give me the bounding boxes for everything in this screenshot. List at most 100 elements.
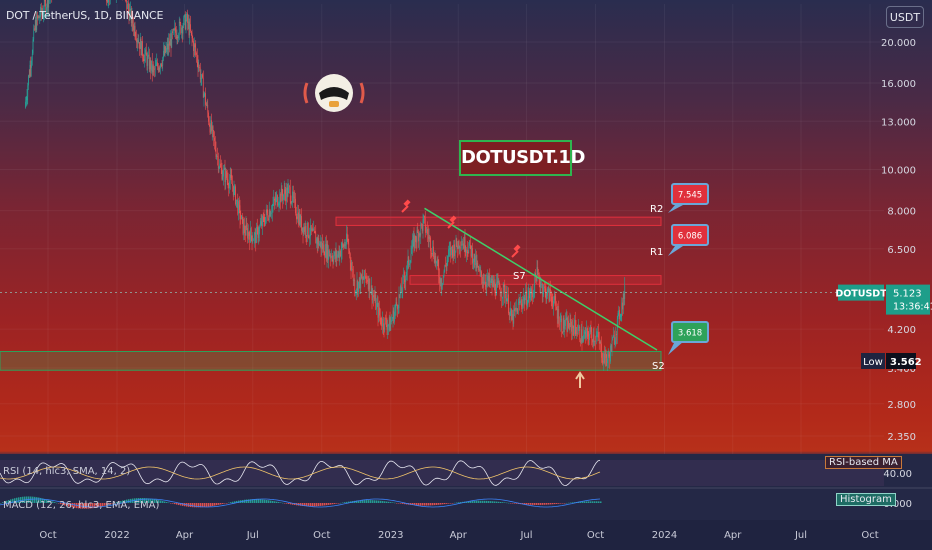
macd-histogram-bar bbox=[228, 502, 230, 504]
candle-body bbox=[599, 342, 601, 344]
macd-histogram-bar bbox=[422, 503, 424, 506]
candle bbox=[611, 334, 613, 357]
candle-body bbox=[573, 328, 575, 335]
macd-histogram-bar bbox=[124, 500, 126, 503]
candle bbox=[315, 225, 317, 244]
candle bbox=[326, 240, 328, 268]
candle-body bbox=[381, 324, 383, 327]
candle bbox=[270, 210, 272, 217]
candle-body bbox=[270, 213, 272, 217]
macd-histogram-bar bbox=[438, 503, 440, 505]
candle-body bbox=[194, 44, 196, 48]
candle-body bbox=[265, 217, 266, 225]
macd-histogram-bar bbox=[384, 501, 386, 503]
candle-body bbox=[207, 104, 209, 113]
candle-body bbox=[144, 54, 146, 62]
candle-body bbox=[428, 236, 430, 239]
rsi-legend[interactable]: RSI-based MA bbox=[825, 456, 902, 469]
time-tick: Oct bbox=[587, 530, 604, 541]
candle bbox=[291, 200, 293, 206]
candle-body bbox=[594, 340, 596, 342]
candle bbox=[259, 224, 260, 242]
candle bbox=[586, 320, 587, 341]
candle bbox=[418, 231, 420, 251]
candle-body bbox=[132, 14, 134, 25]
macd-histogram-bar bbox=[152, 498, 154, 503]
candle-body bbox=[301, 227, 303, 231]
candle-body bbox=[220, 163, 221, 168]
macd-legend[interactable]: Histogram bbox=[836, 493, 896, 506]
candle bbox=[403, 270, 405, 289]
currency-button[interactable]: USDT bbox=[886, 6, 924, 28]
candle-body bbox=[429, 236, 431, 238]
macd-histogram-bar bbox=[566, 502, 568, 504]
candle-body bbox=[325, 244, 326, 258]
macd-histogram-bar bbox=[246, 499, 248, 503]
candle bbox=[524, 292, 526, 305]
candle-body bbox=[241, 215, 243, 217]
time-tick: 2022 bbox=[104, 530, 129, 541]
candle bbox=[598, 323, 599, 341]
candle-body bbox=[273, 198, 275, 204]
macd-label[interactable]: MACD (12, 26, hlc3, EMA, EMA) bbox=[3, 500, 160, 511]
rsi-label[interactable]: RSI (14, hlc3, SMA, 14, 2) bbox=[3, 466, 131, 477]
macd-histogram-bar bbox=[108, 503, 110, 505]
candle-body bbox=[160, 63, 161, 68]
macd-histogram-bar bbox=[332, 503, 334, 505]
candle-body bbox=[166, 43, 168, 48]
candle-body bbox=[562, 317, 564, 334]
macd-histogram-bar bbox=[500, 501, 502, 503]
candle bbox=[214, 131, 215, 150]
symbol-header[interactable]: DOT / TetherUS, 1D, BINANCE bbox=[6, 9, 164, 22]
candle bbox=[130, 1, 131, 20]
candle-body bbox=[589, 333, 590, 341]
candle bbox=[352, 261, 353, 278]
candle-body bbox=[397, 304, 398, 310]
candle-body bbox=[413, 235, 415, 249]
candle-body bbox=[272, 203, 274, 207]
candle bbox=[345, 239, 347, 249]
candle bbox=[354, 274, 356, 297]
macd-histogram-bar bbox=[12, 498, 14, 503]
candle bbox=[384, 317, 386, 333]
candle bbox=[218, 165, 220, 173]
candle-body bbox=[330, 255, 332, 258]
candle-body bbox=[235, 186, 236, 205]
candle bbox=[604, 346, 606, 367]
candle-body bbox=[319, 241, 321, 244]
macd-histogram-bar bbox=[160, 500, 162, 503]
candle-body bbox=[289, 186, 291, 202]
candle bbox=[430, 235, 431, 259]
candle-body bbox=[419, 233, 421, 236]
candle-body bbox=[145, 49, 147, 56]
candle-body bbox=[581, 329, 583, 343]
hammer-handle bbox=[401, 205, 409, 213]
candle-body bbox=[421, 224, 423, 231]
candle bbox=[391, 314, 392, 325]
candle-body bbox=[613, 334, 614, 338]
candle bbox=[432, 240, 434, 257]
candle-body bbox=[311, 229, 313, 231]
candle-body bbox=[472, 262, 474, 264]
macd-histogram-bar bbox=[368, 500, 370, 503]
candle-body bbox=[475, 255, 476, 265]
candle bbox=[237, 193, 239, 216]
candle bbox=[461, 240, 463, 246]
candle-body bbox=[351, 268, 353, 270]
trend-line bbox=[424, 207, 658, 351]
candle bbox=[452, 245, 454, 265]
macd-histogram-bar bbox=[508, 502, 510, 504]
candle-body bbox=[417, 230, 419, 233]
candle bbox=[263, 209, 265, 227]
candle-body bbox=[40, 6, 41, 18]
candle bbox=[213, 130, 215, 147]
macd-histogram-bar bbox=[126, 499, 128, 503]
candle-body bbox=[406, 262, 408, 272]
macd-histogram-bar bbox=[560, 503, 562, 504]
hammer-head bbox=[449, 215, 457, 223]
candle bbox=[427, 225, 429, 248]
candle-body bbox=[290, 201, 292, 204]
candle bbox=[574, 311, 576, 337]
candle-body bbox=[286, 187, 288, 197]
